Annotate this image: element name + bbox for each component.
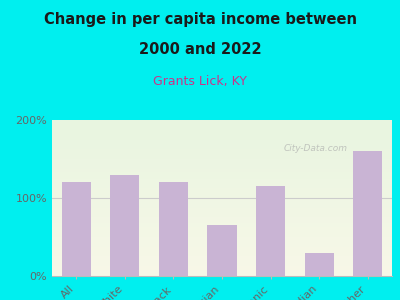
Bar bbox=[304, 253, 334, 276]
Bar bbox=[110, 175, 140, 276]
Text: Change in per capita income between: Change in per capita income between bbox=[44, 12, 356, 27]
Text: Grants Lick, KY: Grants Lick, KY bbox=[153, 75, 247, 88]
Bar bbox=[62, 182, 91, 276]
Bar bbox=[159, 182, 188, 276]
Text: 2000 and 2022: 2000 and 2022 bbox=[139, 42, 261, 57]
Bar bbox=[256, 186, 285, 276]
Bar bbox=[353, 151, 382, 276]
Bar bbox=[208, 225, 236, 276]
Text: City-Data.com: City-Data.com bbox=[283, 144, 347, 153]
